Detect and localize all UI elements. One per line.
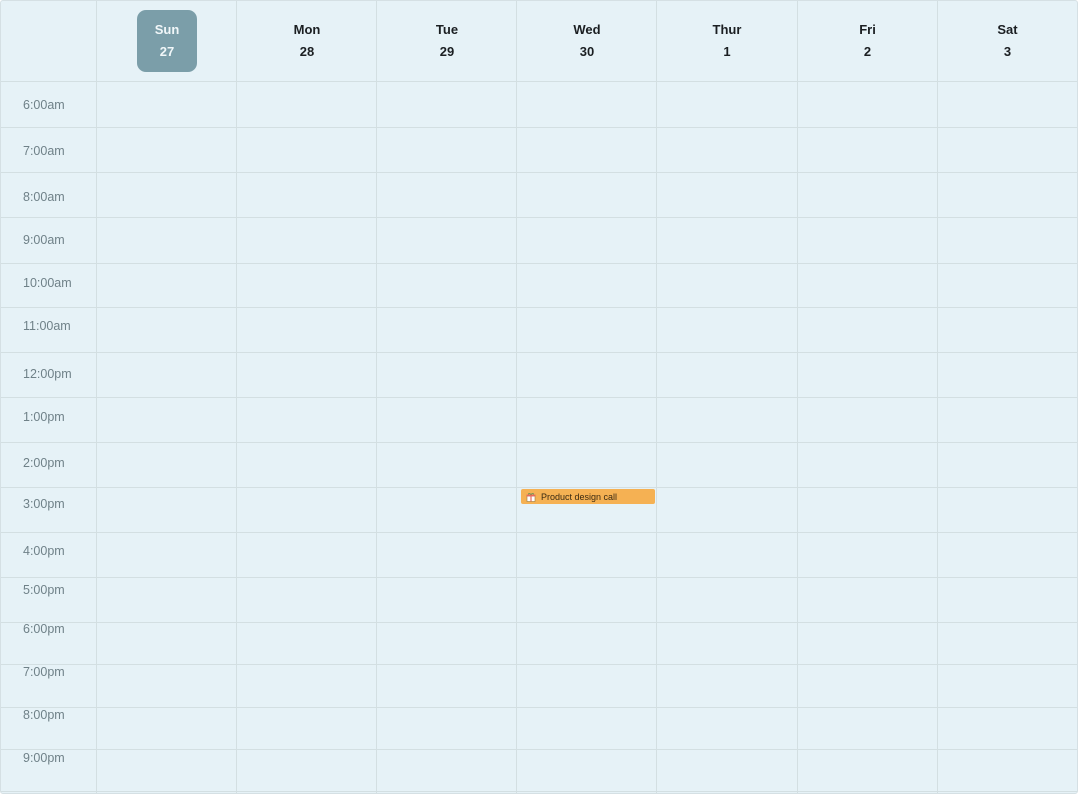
time-label: 8:00pm [23, 708, 65, 722]
grid-row-divider [1, 622, 1077, 623]
grid-row-divider [1, 577, 1077, 578]
day-name: Mon [293, 22, 321, 37]
time-label: 9:00am [23, 233, 65, 247]
day-name: Tue [435, 22, 459, 37]
day-number: 27 [159, 44, 175, 59]
grid-row-divider [1, 749, 1077, 750]
time-label: 1:00pm [23, 410, 65, 424]
time-label: 5:00pm [23, 583, 65, 597]
grid-row-divider [1, 532, 1077, 533]
time-label: 7:00pm [23, 665, 65, 679]
time-label: 3:00pm [23, 497, 65, 511]
time-label: 7:00am [23, 144, 65, 158]
grid-row-divider [1, 217, 1077, 218]
day-header-row: Sun 27 Mon 28 Tue 29 Wed 30 Thur 1 Fri 2… [1, 1, 1077, 82]
day-number: 28 [299, 44, 315, 59]
day-header-fri[interactable]: Fri 2 [797, 1, 938, 81]
grid-row-divider [1, 664, 1077, 665]
day-number: 29 [439, 44, 455, 59]
time-label: 6:00am [23, 98, 65, 112]
grid-row-divider [1, 127, 1077, 128]
grid-row-divider [1, 707, 1077, 708]
day-header-sat[interactable]: Sat 3 [938, 1, 1077, 81]
day-name: Sun [154, 22, 180, 37]
time-label: 11:00am [23, 319, 71, 333]
grid-row-divider [1, 307, 1077, 308]
day-name: Wed [573, 22, 601, 37]
time-label: 4:00pm [23, 544, 65, 558]
event-title: Product design call [541, 491, 618, 502]
time-label: 6:00pm [23, 622, 65, 636]
time-label: 12:00pm [23, 367, 72, 381]
time-label: 8:00am [23, 190, 65, 204]
grid-row-divider [1, 172, 1077, 173]
day-number: 30 [579, 44, 595, 59]
grid-row-divider [1, 791, 1077, 792]
time-label: 10:00am [23, 276, 72, 290]
time-label: 2:00pm [23, 456, 65, 470]
day-header-thur[interactable]: Thur 1 [657, 1, 797, 81]
grid-row-divider [1, 487, 1077, 488]
day-header-sun[interactable]: Sun 27 [97, 1, 237, 81]
day-header-wed[interactable]: Wed 30 [517, 1, 657, 81]
grid-row-divider [1, 263, 1077, 264]
day-header-tue[interactable]: Tue 29 [377, 1, 517, 81]
day-number: 2 [863, 44, 872, 59]
active-day-pill[interactable]: Sun 27 [137, 10, 197, 72]
grid-row-divider [1, 397, 1077, 398]
corner-cell [1, 1, 97, 81]
event-product-design-call[interactable]: Product design call [521, 489, 655, 504]
time-label: 9:00pm [23, 751, 65, 765]
day-number: 3 [1003, 44, 1012, 59]
day-number: 1 [723, 44, 731, 59]
day-header-mon[interactable]: Mon 28 [237, 1, 377, 81]
grid-row-divider [1, 442, 1077, 443]
day-name: Thur [712, 22, 742, 37]
day-name: Sat [997, 22, 1018, 37]
grid-row-divider [1, 352, 1077, 353]
day-name: Fri [859, 22, 876, 37]
gift-icon [526, 492, 536, 502]
